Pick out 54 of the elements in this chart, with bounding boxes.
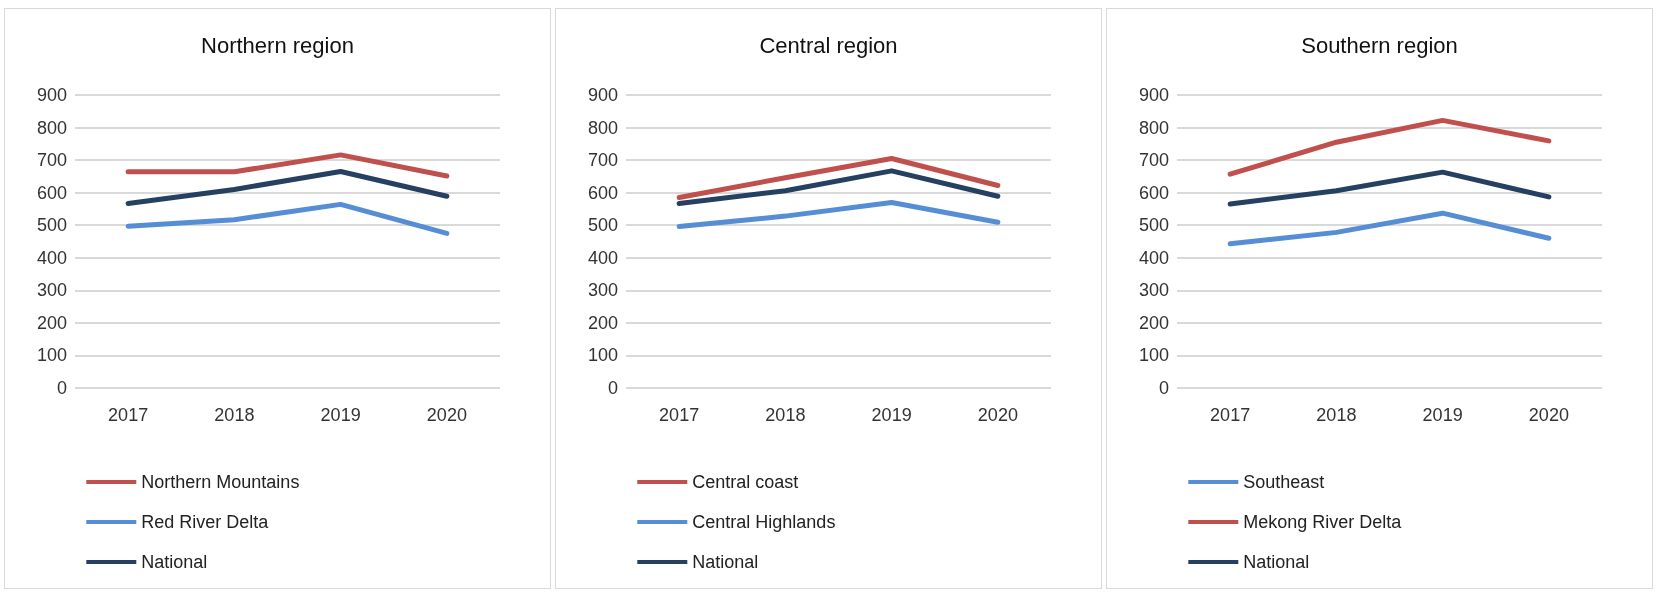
x-tick-label: 2019 xyxy=(1422,405,1463,425)
y-tick-label: 300 xyxy=(36,280,67,301)
y-tick-label: 300 xyxy=(1138,280,1169,301)
x-tick-label: 2018 xyxy=(214,405,255,425)
y-tick-label: 500 xyxy=(36,215,67,236)
y-tick-label: 900 xyxy=(36,85,67,105)
x-tick-label: 2020 xyxy=(1528,405,1569,425)
y-tick-label: 600 xyxy=(36,182,67,203)
y-tick-label: 600 xyxy=(1138,182,1169,203)
x-tick-label: 2017 xyxy=(108,405,149,425)
y-tick-label: 0 xyxy=(1158,378,1169,398)
y-tick-label: 800 xyxy=(1138,117,1169,138)
y-tick-label: 0 xyxy=(607,378,618,398)
chart-title: Northern region xyxy=(201,32,354,58)
x-tick-label: 2020 xyxy=(977,405,1018,425)
y-tick-label: 200 xyxy=(1138,312,1169,333)
legend-label: National xyxy=(692,552,759,572)
y-tick-label: 600 xyxy=(587,182,618,203)
legend-label: Northern Mountains xyxy=(141,472,300,492)
x-tick-label: 2019 xyxy=(871,405,912,425)
y-tick-label: 900 xyxy=(1138,85,1169,105)
y-tick-label: 200 xyxy=(36,312,67,333)
y-tick-label: 100 xyxy=(1138,345,1169,366)
x-tick-label: 2019 xyxy=(320,405,361,425)
y-tick-label: 100 xyxy=(587,345,618,366)
y-tick-label: 0 xyxy=(56,378,67,398)
y-tick-label: 900 xyxy=(587,85,618,105)
y-tick-label: 500 xyxy=(1138,215,1169,236)
y-tick-label: 400 xyxy=(587,247,618,268)
x-tick-label: 2017 xyxy=(1210,405,1251,425)
legend-label: Red River Delta xyxy=(141,512,270,532)
y-tick-label: 500 xyxy=(587,215,618,236)
y-tick-label: 800 xyxy=(587,117,618,138)
y-tick-label: 700 xyxy=(587,150,618,171)
legend-label: Mekong River Delta xyxy=(1243,512,1403,532)
y-tick-label: 800 xyxy=(36,117,67,138)
x-tick-label: 2017 xyxy=(659,405,700,425)
legend-label: Southeast xyxy=(1243,472,1325,492)
y-tick-label: 400 xyxy=(1138,247,1169,268)
x-tick-label: 2018 xyxy=(765,405,806,425)
y-tick-label: 700 xyxy=(1138,150,1169,171)
legend-label: Central coast xyxy=(692,472,799,492)
y-tick-label: 700 xyxy=(36,150,67,171)
chart-title: Southern region xyxy=(1301,32,1458,58)
y-tick-label: 100 xyxy=(36,345,67,366)
x-tick-label: 2020 xyxy=(426,405,467,425)
legend-label: National xyxy=(1243,552,1310,572)
y-tick-label: 300 xyxy=(587,280,618,301)
legend-label: National xyxy=(141,552,208,572)
legend-label: Central Highlands xyxy=(692,512,836,532)
chart-title: Central region xyxy=(759,32,898,58)
x-tick-label: 2018 xyxy=(1316,405,1357,425)
y-tick-label: 400 xyxy=(36,247,67,268)
y-tick-label: 200 xyxy=(587,312,618,333)
